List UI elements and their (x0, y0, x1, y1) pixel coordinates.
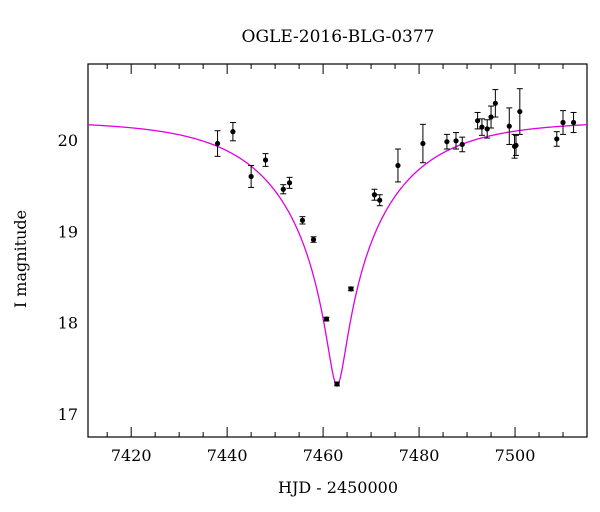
data-point (371, 192, 378, 198)
data-point (492, 100, 498, 106)
data-point (230, 129, 236, 135)
data-point (262, 157, 269, 163)
data-point (479, 124, 485, 130)
data-point (377, 197, 383, 203)
data-point (323, 316, 330, 322)
data-point (570, 119, 577, 126)
data-point (310, 236, 317, 243)
x-tick-label: 7480 (399, 446, 440, 465)
data-point (475, 118, 481, 124)
x-axis-label: HJD - 2450000 (278, 478, 398, 497)
data-point (459, 141, 465, 148)
data-point (334, 381, 340, 387)
y-tick-label: 19 (58, 222, 78, 241)
data-point (554, 136, 560, 142)
data-point (299, 217, 306, 223)
y-axis-label: I magnitude (11, 210, 30, 308)
data-point (484, 126, 490, 132)
y-tick-label: 20 (58, 131, 78, 150)
data-point (214, 140, 221, 147)
data-point (420, 140, 426, 147)
chart-title: OGLE-2016-BLG-0377 (242, 27, 435, 47)
x-tick-label: 7440 (207, 446, 248, 465)
data-point (286, 180, 293, 186)
data-point (513, 142, 519, 148)
plot-frame (87, 63, 588, 438)
data-point (348, 286, 354, 292)
data-point (488, 114, 494, 120)
data-point (280, 186, 286, 192)
data-point (506, 123, 512, 129)
model-curve (87, 124, 588, 386)
plot-area: 7420 7440 7460 7480 7500 17 18 19 20 (58, 63, 588, 465)
x-tick-label: 7500 (495, 446, 536, 465)
data-point (444, 139, 450, 145)
y-tick-label: 18 (58, 314, 78, 333)
x-tick-label: 7460 (303, 446, 344, 465)
x-tick-label: 7420 (111, 446, 152, 465)
data-point (453, 138, 459, 144)
data-point (517, 108, 523, 115)
data-point (560, 119, 566, 126)
data-point (395, 162, 401, 169)
y-tick-label: 17 (58, 405, 78, 424)
data-point (248, 173, 254, 180)
